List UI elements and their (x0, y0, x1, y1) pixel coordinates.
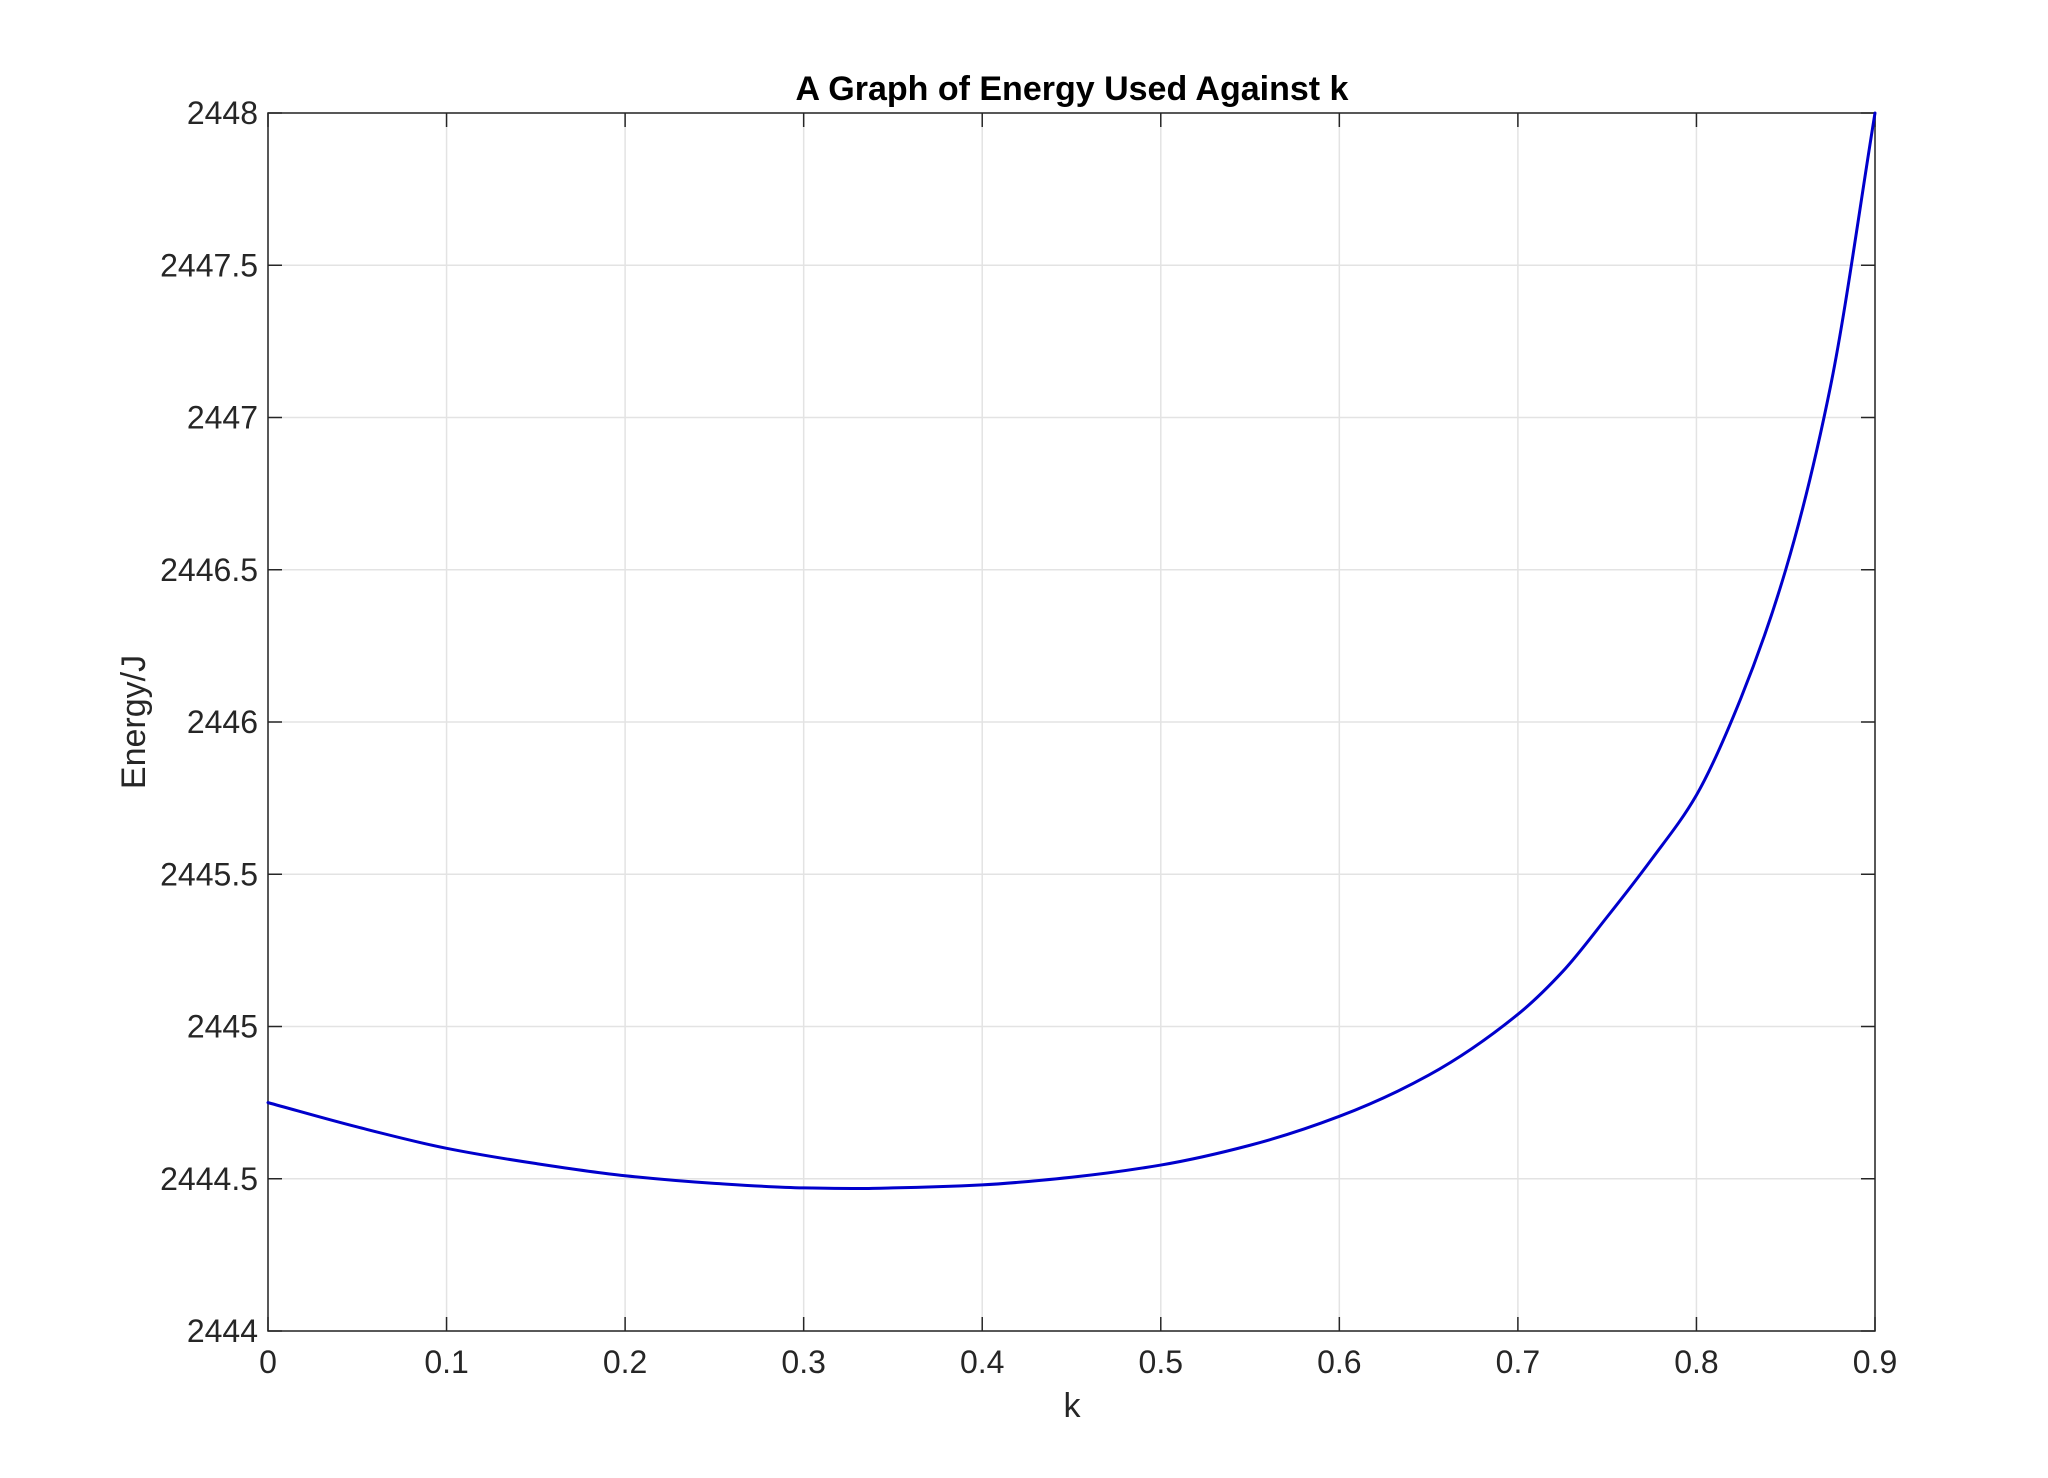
x-tick-label: 0.3 (781, 1344, 825, 1380)
y-tick-label: 2444 (187, 1313, 258, 1349)
x-tick-label: 0.6 (1317, 1344, 1361, 1380)
x-tick-label: 0.7 (1496, 1344, 1540, 1380)
y-tick-label: 2446 (187, 704, 258, 740)
x-tick-label: 0.4 (960, 1344, 1004, 1380)
y-tick-label: 2448 (187, 95, 258, 131)
x-tick-label: 0.1 (424, 1344, 468, 1380)
y-tick-label: 2444.5 (160, 1161, 258, 1197)
x-axis-label: k (1064, 1387, 1082, 1425)
x-tick-label: 0.2 (603, 1344, 647, 1380)
x-tick-label: 0.9 (1853, 1344, 1897, 1380)
series-line (266, 111, 1877, 1190)
series-layer (266, 111, 1877, 1190)
x-tick-label: 0.5 (1139, 1344, 1183, 1380)
x-tick-label: 0 (259, 1344, 277, 1380)
y-tick-label: 2446.5 (160, 552, 258, 588)
y-tick-label: 2447.5 (160, 247, 258, 283)
plot-frame (267, 112, 1876, 1332)
y-tick-labels: 2444 2444.5 2445 2445.5 2446 2446.5 2447 2447.5… (160, 95, 258, 1349)
x-tick-label: 0.8 (1674, 1344, 1718, 1380)
y-tick-label: 2447 (187, 400, 258, 436)
y-tick-label: 2445.5 (160, 856, 258, 892)
y-axis-label: Energy/J (115, 655, 153, 789)
chart-title: A Graph of Energy Used Against k (796, 70, 1349, 108)
y-tick-label: 2445 (187, 1009, 258, 1045)
x-tick-labels: 0 0.1 0.2 0.3 0.4 0.5 0.6 0.7 0.8 0.9 (259, 1344, 1897, 1380)
